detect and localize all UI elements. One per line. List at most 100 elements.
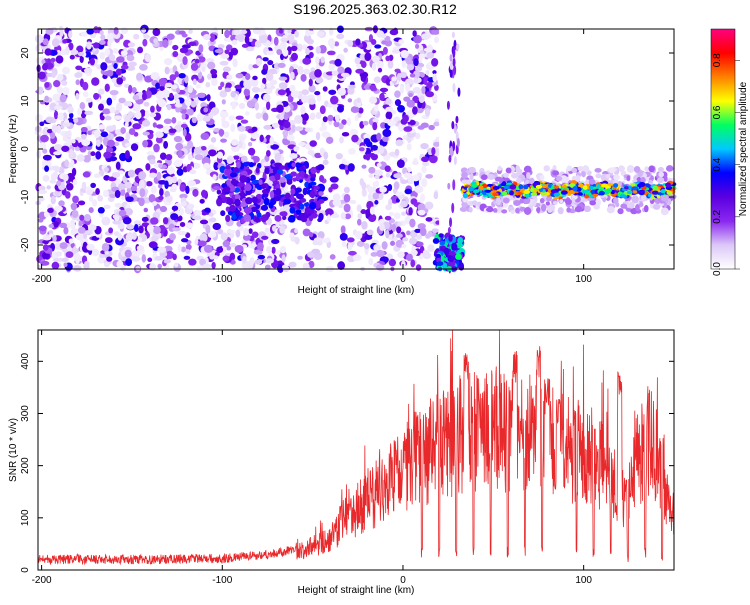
spectrogram-noise-cell — [421, 33, 430, 41]
spectrogram-y-tick-label: 10 — [20, 95, 31, 107]
spectrogram-noise-cell — [204, 207, 211, 213]
spectrogram-patch-cell — [261, 183, 267, 190]
spectrogram-noise-cell — [374, 44, 382, 49]
spectrogram-noise-cell — [61, 66, 71, 75]
spectrogram-noise-cell — [208, 212, 214, 217]
spectrogram-carrier-halo — [523, 207, 532, 215]
spectrogram-noise-cell — [149, 158, 156, 165]
spectrogram-carrier-halo — [583, 205, 592, 213]
spectrogram-noise-cell — [382, 46, 388, 55]
spectrogram-noise-cell — [124, 150, 130, 159]
spectrogram-noise-cell — [177, 150, 183, 158]
spectrogram-noise-cell — [343, 47, 348, 53]
spectrogram-noise-cell — [131, 256, 141, 262]
spectrogram-patch-cell — [234, 194, 241, 200]
spectrogram-burst-cell — [442, 262, 448, 270]
spectrogram-noise-cell — [148, 172, 157, 179]
spectrogram-noise-cell — [382, 135, 389, 142]
spectrogram-patch-cell — [222, 186, 231, 193]
spectrogram-patch-cell — [269, 190, 275, 199]
spectrogram-noise-cell — [372, 118, 379, 123]
spectrogram-noise-cell — [120, 127, 126, 134]
spectrogram-noise-cell — [394, 148, 400, 156]
spectrogram-noise-cell — [271, 225, 277, 232]
spectrogram-noise-cell — [36, 149, 41, 159]
spectrogram-carrier-cell — [647, 193, 652, 198]
spectrogram-noise-cell — [271, 122, 280, 129]
colorbar-ticks: 0.0 0.2 0.4 0.6 0.8 — [712, 53, 740, 276]
spectrogram-noise-cell — [313, 237, 323, 242]
spectrogram-carrier-cell — [532, 182, 538, 187]
spectrogram-noise-cell — [42, 251, 49, 260]
spectrogram-noise-cell — [400, 200, 408, 208]
spectrogram-noise-cell — [92, 199, 98, 207]
spectrogram-noise-cell — [385, 111, 393, 120]
spectrogram-noise-cell — [168, 128, 177, 134]
colorbar-tick-label: 0.8 — [712, 53, 723, 67]
spectrogram-carrier-halo — [581, 171, 586, 178]
spectrogram-noise-cell — [277, 89, 286, 96]
spectrogram-noise-cell — [82, 171, 91, 178]
spectrogram-noise-cell — [59, 242, 68, 249]
spectrogram-noise-cell — [38, 225, 47, 232]
spectrogram-noise-cell — [230, 91, 236, 98]
spectrogram-patch-cell — [309, 201, 317, 210]
spectrogram-noise-cell — [395, 198, 400, 203]
spectrogram-patch-cell — [283, 198, 292, 205]
spectrogram-noise-cell — [80, 31, 88, 37]
spectrogram-noise-cell — [183, 255, 191, 260]
spectrogram-noise-cell — [51, 38, 60, 47]
spectrogram-patch-cell — [248, 161, 255, 168]
spectrogram-noise-cell — [369, 206, 375, 215]
spectrogram-noise-cell — [412, 106, 418, 115]
spectrogram-carrier-cell — [471, 184, 479, 188]
spectrogram-noise-cell — [431, 58, 439, 67]
spectrogram-noise-cell — [254, 259, 263, 265]
spectrogram-noise-cell — [428, 154, 438, 164]
spectrogram-y-tick-label: 20 — [20, 47, 31, 59]
spectrogram-carrier-cell — [598, 190, 605, 196]
spectrogram-gap-cell — [456, 43, 460, 50]
spectrogram-carrier-halo — [550, 205, 556, 211]
spectrogram-patch-cell — [227, 197, 234, 206]
spectrogram-noise-cell — [186, 108, 194, 116]
spectrogram-carrier-halo — [571, 167, 578, 173]
spectrogram-patch-cell — [274, 215, 282, 222]
spectrogram-noise-cell — [88, 207, 94, 214]
spectrogram-x-tick-label: -100 — [212, 274, 232, 285]
spectrogram-noise-cell — [383, 118, 391, 124]
spectrogram-noise-cell — [359, 53, 367, 60]
colorbar-frame — [710, 28, 736, 270]
spectrogram-noise-cell — [366, 229, 374, 236]
snr-x-label: Height of straight line (km) — [298, 585, 415, 596]
spectrogram-noise-cell — [374, 180, 380, 188]
spectrogram-gap-cell — [449, 54, 453, 62]
spectrogram-noise-cell — [57, 73, 64, 82]
spectrogram-patch-cell — [304, 206, 310, 215]
spectrogram-noise-cell — [155, 136, 163, 144]
spectrogram-noise-cell — [256, 242, 264, 251]
spectrogram-noise-cell — [367, 186, 374, 194]
spectrogram-noise-cell — [174, 262, 179, 268]
spectrogram-noise-cell — [421, 178, 428, 188]
spectrogram-noise-cell — [278, 29, 284, 34]
spectrogram-carrier-cell — [524, 193, 530, 197]
spectrogram-noise-cell — [80, 133, 87, 140]
spectrogram-noise-cell — [262, 57, 269, 62]
spectrogram-noise-cell — [397, 251, 405, 259]
spectrogram-noise-cell — [86, 243, 95, 251]
spectrogram-carrier-cell — [592, 193, 599, 197]
spectrogram-carrier-halo — [505, 167, 512, 174]
spectrogram-noise-cell — [212, 174, 217, 181]
spectrogram-noise-cell — [49, 132, 56, 139]
spectrogram-carrier-halo — [663, 175, 668, 182]
spectrogram-noise-cell — [229, 242, 237, 248]
spectrogram-noise-cell — [70, 49, 79, 55]
spectrogram-noise-cell — [379, 222, 385, 231]
spectrogram-noise-cell — [224, 87, 232, 93]
spectrogram-noise-cell — [410, 259, 416, 268]
spectrogram-noise-cell — [384, 165, 391, 173]
spectrogram-noise-cell — [398, 195, 403, 200]
spectrogram-noise-cell — [38, 185, 46, 191]
spectrogram-carrier-halo — [465, 179, 472, 185]
